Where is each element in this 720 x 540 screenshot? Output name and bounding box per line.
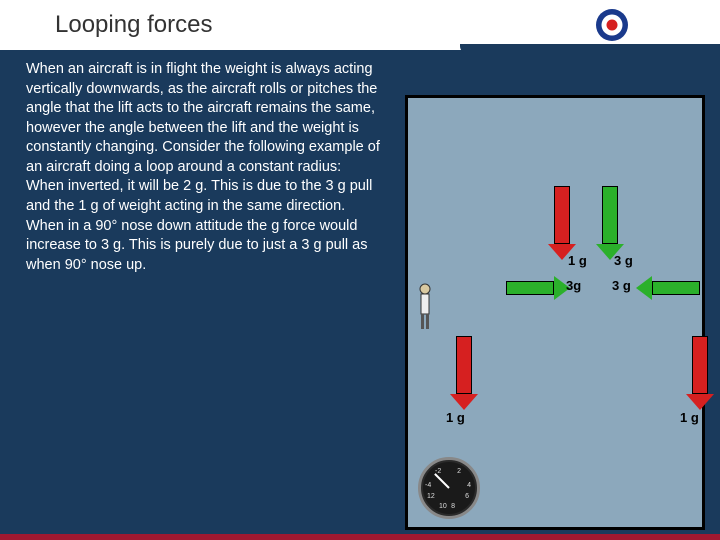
force-arrow-mid-right-green (636, 276, 700, 300)
g-label: 3 g (614, 253, 633, 268)
gauge-tick: 2 (457, 468, 461, 475)
roundel-icon (595, 8, 629, 42)
gauge-face: 2 4 6 8 10 12 -4 -2 (423, 462, 475, 514)
force-arrow-top-left-red (548, 186, 576, 260)
logo-line1: ROYAL (635, 10, 708, 25)
pilot-icon (416, 283, 434, 331)
page-title: Looping forces (55, 11, 212, 39)
g-label: 3 g (612, 278, 631, 293)
logo-text: ROYAL AIRFORCE (635, 10, 708, 41)
logo-line2: AIRFORCE (635, 25, 708, 40)
g-label: 1 g (446, 410, 465, 425)
g-label: 1 g (568, 253, 587, 268)
raf-logo: ROYAL AIRFORCE (595, 8, 708, 42)
g-label: 3g (566, 278, 581, 293)
gauge-tick: -4 (425, 482, 431, 489)
gauge-tick: 6 (465, 493, 469, 500)
gauge-tick: 12 (427, 493, 435, 500)
force-arrow-top-right-green (596, 186, 624, 260)
gauge-tick: 4 (467, 482, 471, 489)
g-label: 1 g (680, 410, 699, 425)
diagram-panel: 2 4 6 8 10 12 -4 -2 1 g 3 g 3g 3 g 1 g 1 g (405, 95, 705, 530)
force-arrow-mid-left-green (506, 276, 570, 300)
gauge-tick: 8 (451, 503, 455, 510)
gauge-tick: 10 (439, 503, 447, 510)
body-text: When an aircraft is in flight the weight… (26, 60, 396, 275)
header-stripe (460, 44, 720, 54)
force-arrow-left-red (450, 336, 478, 410)
g-meter-gauge: 2 4 6 8 10 12 -4 -2 (418, 457, 480, 519)
force-arrow-right-red (686, 336, 714, 410)
footer-stripe (0, 534, 720, 540)
